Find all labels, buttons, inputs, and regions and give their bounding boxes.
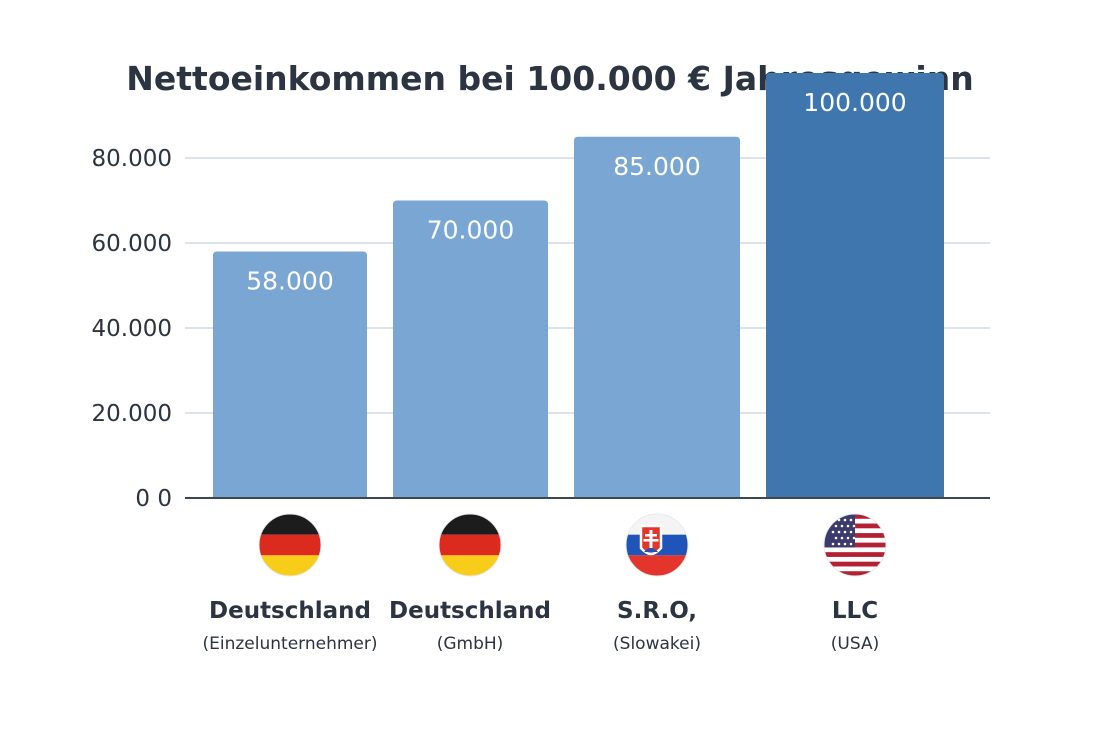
bar	[574, 136, 740, 498]
x-axis: Deutschland (Einzelunternehmer) Deutschlan…	[203, 513, 887, 654]
category-label: LLC	[832, 598, 878, 624]
bar-value-label: 85.000	[613, 152, 700, 181]
y-tick-label: 20.000	[92, 401, 172, 427]
category-sublabel: (Einzelunternehmer)	[203, 634, 378, 654]
usa-flag-icon	[824, 514, 886, 576]
bars	[213, 73, 944, 498]
bar	[393, 200, 548, 498]
y-tick-label: 40.000	[92, 316, 172, 342]
y-axis: 0 0 20.000 40.000 60.000 80.000	[92, 146, 172, 512]
category-label: Deutschland	[209, 598, 371, 624]
germany-flag-icon	[439, 514, 501, 576]
category-label: S.R.O,	[617, 598, 697, 624]
bar	[766, 73, 944, 498]
value-labels: 58.000 70.000 85.000 100.000	[246, 88, 906, 296]
y-tick-label: 80.000	[92, 146, 172, 172]
category-sublabel: (GmbH)	[437, 634, 504, 654]
category-sublabel: (Slowakei)	[613, 634, 701, 654]
y-tick-label: 60.000	[92, 231, 172, 257]
slovakia-flag-icon	[626, 514, 688, 576]
germany-flag-icon	[259, 514, 321, 576]
bar-value-label: 70.000	[427, 216, 514, 245]
category-label: Deutschland	[389, 598, 551, 624]
bar-value-label: 58.000	[246, 267, 333, 296]
bar-value-label: 100.000	[803, 88, 906, 117]
y-tick-label: 0 0	[135, 486, 172, 512]
bar	[213, 251, 367, 498]
category-sublabel: (USA)	[831, 634, 879, 654]
